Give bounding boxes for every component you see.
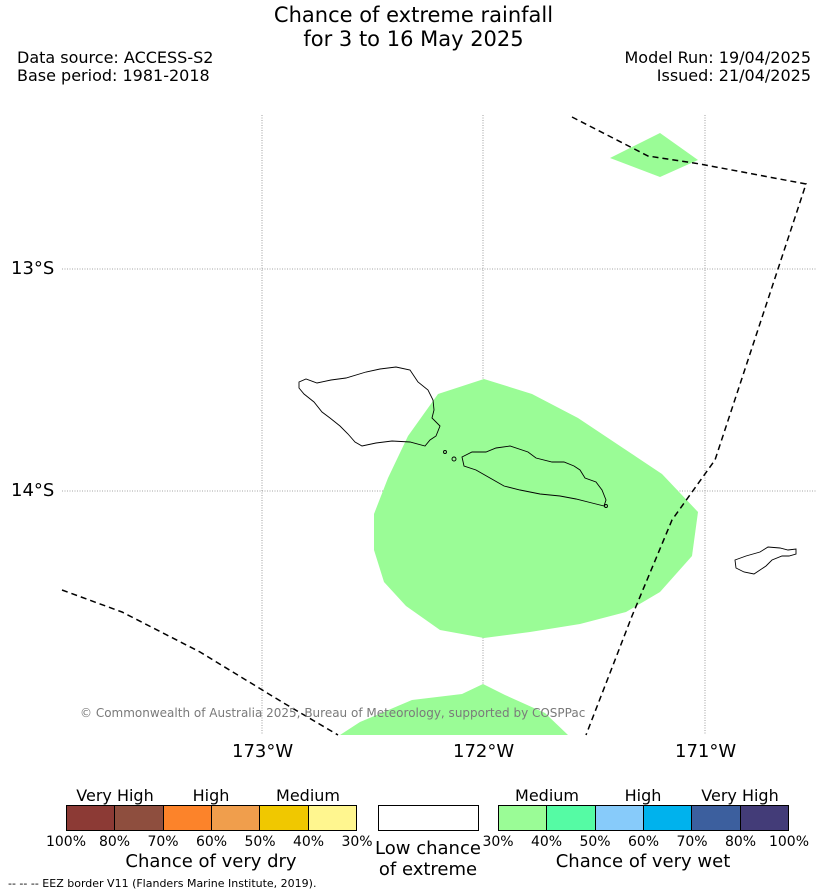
wet-swatch-5 [692,806,741,830]
base-period: Base period: 1981-2018 [17,66,210,85]
tutuila-island [734,546,797,575]
dry-tick-1: 100% [45,834,87,850]
dry-swatch-1 [67,806,116,830]
wet-region-main [374,379,698,638]
dry-cat-high: High [192,786,230,805]
coastlines [298,366,797,575]
neutral-label-line1: Low chance [375,838,481,859]
wet-region-north [610,133,698,177]
wet-swatch-4 [643,806,693,830]
wet-tick-5: 70% [676,834,708,850]
wet-cat-high: High [624,786,662,805]
eez-note: -- -- -- EEZ border V11 (Flanders Marine… [8,877,317,890]
dry-tick-5: 50% [244,834,276,850]
medium-wet-regions [340,133,698,735]
wet-tick-1: 30% [482,834,514,850]
dry-tick-7: 30% [341,834,373,850]
dry-tick-2: 80% [98,834,131,850]
dry-swatch-6 [308,806,356,830]
lat-label-14s: 14°S [11,480,55,501]
copyright-notice: © Commonwealth of Australia 2025, Bureau… [80,706,586,720]
dry-swatch-5 [260,806,309,830]
dry-tick-4: 60% [195,834,228,850]
neutral-label: Low chance of extreme [375,838,481,880]
dry-swatch-2 [115,806,164,830]
wet-tick-4: 60% [627,834,660,850]
savaii-island [298,366,441,447]
map-panel [61,115,816,736]
issued-date: Issued: 21/04/2025 [656,66,811,85]
eez-borders [61,116,807,736]
wet-tick-3: 50% [579,834,611,850]
neutral-label-line2: of extreme [378,859,478,880]
eez-border-east [571,116,807,736]
manono-island [443,450,447,454]
dry-colorbar [66,805,357,831]
wet-colorbar-title: Chance of very wet [555,851,731,872]
wet-swatch-3 [595,806,644,830]
wet-swatch-6 [740,806,788,830]
dry-tick-3: 70% [147,834,179,850]
dry-cat-medium: Medium [276,786,340,805]
upolu-island [461,445,607,507]
wet-cat-medium: Medium [515,786,579,805]
dry-tick-6: 40% [292,834,325,850]
dry-swatch-3 [163,806,212,830]
dry-cat-very-high: Very High [76,786,154,805]
nuutele-islet [604,504,608,508]
wet-swatch-2 [547,806,596,830]
lon-label-173w: 173°W [232,741,294,762]
data-source: Data source: ACCESS-S2 [17,48,214,67]
lon-label-172w: 172°W [453,741,515,762]
lat-label-13s: 13°S [11,258,55,279]
eez-border-west [61,589,339,736]
wet-swatch-1 [499,806,548,830]
dry-colorbar-title: Chance of very dry [125,851,297,872]
wet-tick-7: 100% [768,834,810,850]
apolima-island [451,456,457,462]
lon-label-171w: 171°W [675,741,737,762]
map-title-line1: Chance of extreme rainfall [273,3,554,27]
model-run: Model Run: 19/04/2025 [624,48,812,67]
dry-swatch-4 [211,806,261,830]
wet-colorbar [498,805,789,831]
map-title-line2: for 3 to 16 May 2025 [303,27,524,51]
wet-tick-6: 80% [724,834,757,850]
wet-region-south [340,684,568,735]
wet-cat-very-high: Very High [701,786,779,805]
wet-tick-2: 40% [530,834,563,850]
neutral-swatch [378,805,479,831]
